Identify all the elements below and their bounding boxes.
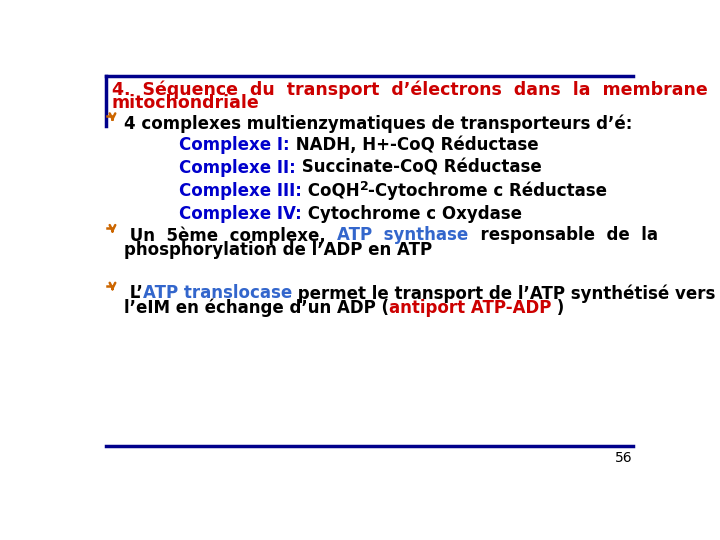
Text: Complexe II:: Complexe II: [179, 159, 296, 177]
Text: 4.  Séquence  du  transport  d’électrons  dans  la  membrane: 4. Séquence du transport d’électrons dan… [112, 80, 708, 99]
Text: Cytochrome c Oxydase: Cytochrome c Oxydase [302, 205, 522, 223]
Text: Complexe I:: Complexe I: [179, 136, 289, 154]
Text: Complexe IV:: Complexe IV: [179, 205, 302, 223]
Text: ATP translocase: ATP translocase [143, 284, 292, 302]
Text: CoQH: CoQH [302, 182, 359, 200]
Text: Complexe III:: Complexe III: [179, 182, 302, 200]
Text: 56: 56 [615, 451, 632, 465]
Text: ATP  synthase: ATP synthase [338, 226, 469, 245]
Text: l’eIM en échange d’un ADP (: l’eIM en échange d’un ADP ( [124, 299, 389, 318]
Text: 4 complexes multienzymatiques de transporteurs d’é:: 4 complexes multienzymatiques de transpo… [124, 115, 632, 133]
Text: antiport ATP-ADP: antiport ATP-ADP [389, 299, 552, 317]
Text: Succinate-CoQ Réductase: Succinate-CoQ Réductase [296, 159, 541, 177]
Text: Un  5ème  complexe,: Un 5ème complexe, [124, 226, 338, 245]
Text: mitochondriale: mitochondriale [112, 94, 259, 112]
Text: ): ) [552, 299, 564, 317]
Text: NADH, H+-CoQ Réductase: NADH, H+-CoQ Réductase [289, 136, 539, 154]
Text: responsable  de  la: responsable de la [469, 226, 657, 245]
Text: 2: 2 [359, 179, 369, 193]
Text: L’: L’ [124, 284, 143, 302]
Text: -Cytochrome c Réductase: -Cytochrome c Réductase [369, 182, 608, 200]
Text: phosphorylation de l’ADP en ATP: phosphorylation de l’ADP en ATP [124, 241, 432, 259]
Text: permet le transport de l’ATP synthétisé vers: permet le transport de l’ATP synthétisé … [292, 284, 716, 303]
